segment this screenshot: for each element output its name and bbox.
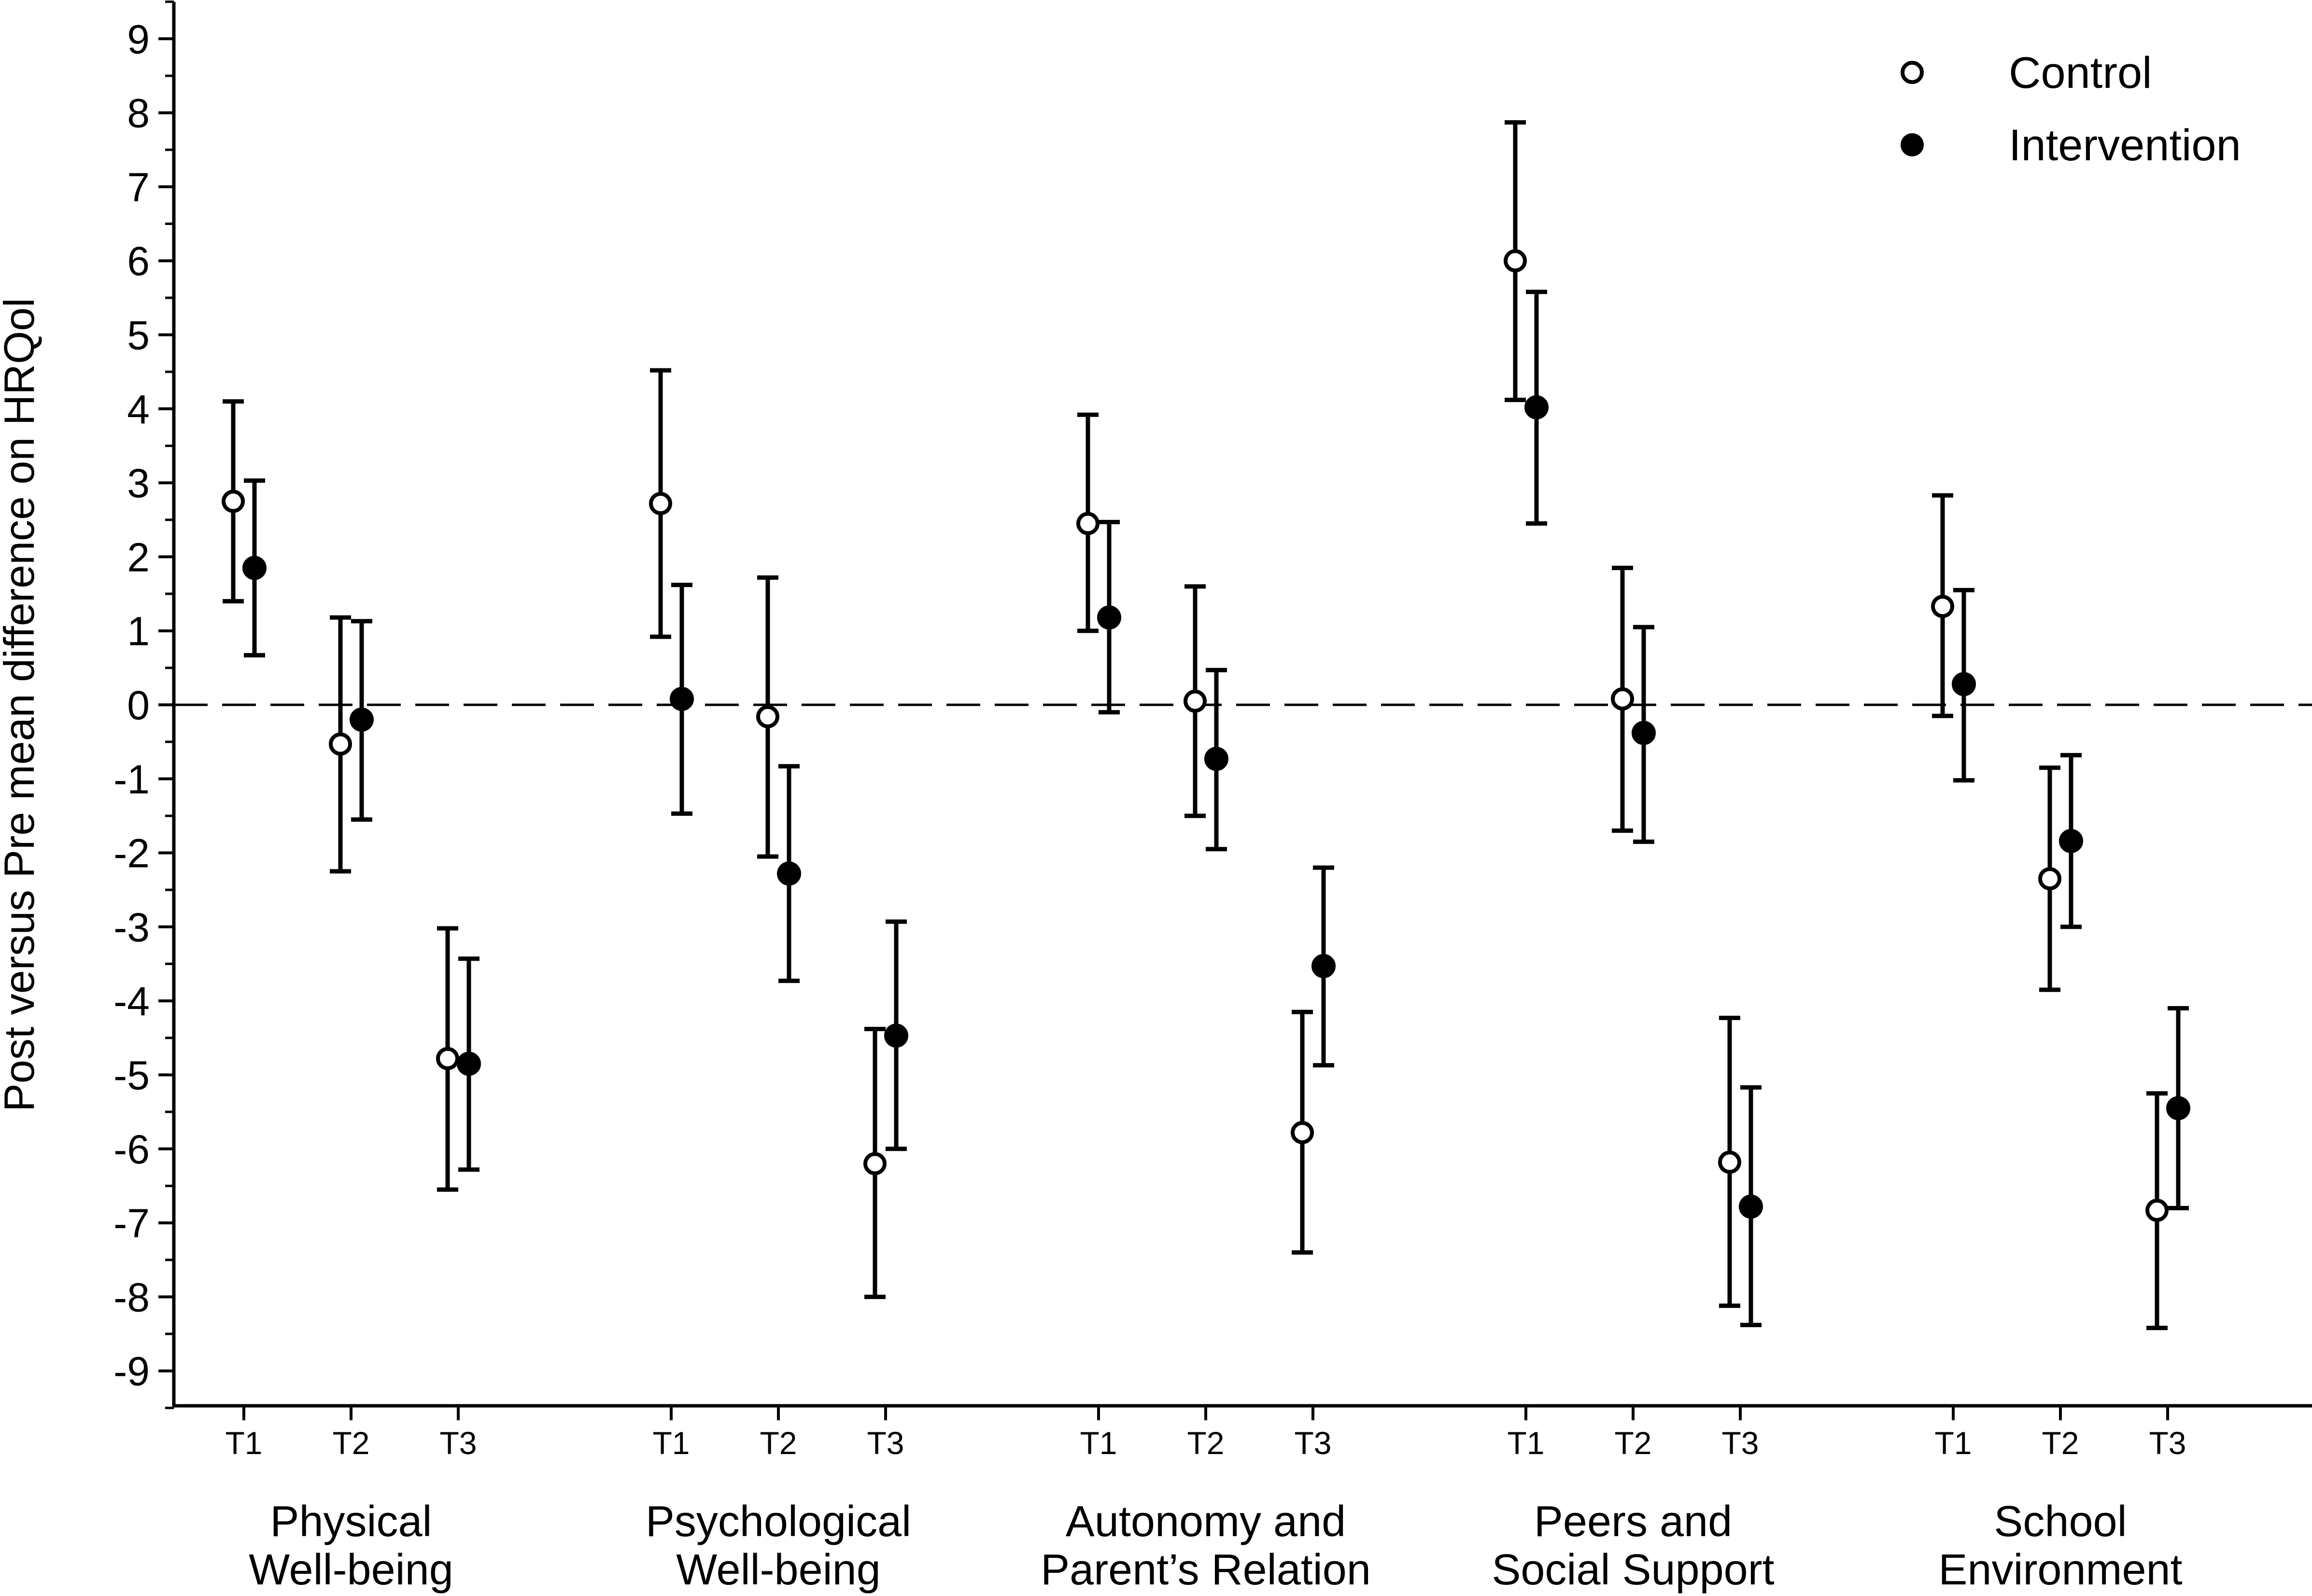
y-tick-label: 5 — [127, 313, 150, 358]
y-tick-label: 6 — [127, 238, 150, 284]
control-point — [863, 1152, 887, 1176]
control-point — [329, 732, 352, 756]
intervention-point — [350, 707, 374, 732]
y-tick-label: -4 — [113, 979, 150, 1024]
time-label: T2 — [332, 1425, 369, 1461]
y-tick-label: 9 — [127, 16, 150, 62]
legend-label-control: Control — [2009, 48, 2152, 98]
group-label-line: Social Support — [1492, 1546, 1774, 1594]
intervention-point — [2166, 1096, 2190, 1120]
y-tick-label: 1 — [127, 609, 150, 654]
time-label: T1 — [1080, 1425, 1117, 1461]
intervention-point — [670, 686, 694, 711]
intervention-point — [242, 556, 267, 580]
y-tick-label: 3 — [127, 461, 150, 506]
time-label: T1 — [225, 1425, 262, 1461]
legend-label-intervention: Intervention — [2009, 121, 2241, 170]
group-label-line: Peers and — [1534, 1498, 1732, 1546]
y-axis-label: Post versus Pre mean difference on HRQol — [0, 298, 43, 1112]
time-label: T1 — [1934, 1425, 1972, 1461]
intervention-point — [1311, 954, 1336, 979]
intervention-point — [1739, 1194, 1763, 1219]
y-tick-label: -1 — [113, 756, 150, 802]
time-label: T3 — [2149, 1425, 2186, 1461]
time-label: T3 — [439, 1425, 477, 1461]
group-label-line: School — [1994, 1498, 2127, 1546]
y-tick-label: -2 — [113, 831, 150, 876]
control-point — [2038, 867, 2061, 891]
y-tick-label: -5 — [113, 1053, 150, 1098]
legend-marker-control — [1901, 61, 1924, 84]
intervention-point — [1524, 395, 1549, 420]
y-tick-label: 7 — [127, 165, 150, 210]
control-point — [436, 1047, 459, 1070]
y-tick-label: -8 — [113, 1274, 150, 1320]
group-label-line: Well-being — [676, 1546, 881, 1594]
control-point — [222, 490, 245, 513]
control-point — [1076, 512, 1100, 535]
time-label: T3 — [1721, 1425, 1759, 1461]
control-point — [1291, 1121, 1314, 1145]
y-tick-label: 4 — [127, 387, 150, 432]
control-point — [1931, 595, 1954, 618]
control-point — [1184, 689, 1207, 713]
group-label-line: Physical — [270, 1498, 432, 1546]
control-point — [2145, 1199, 2169, 1222]
intervention-point — [1952, 672, 1976, 697]
control-point — [1611, 687, 1634, 711]
legend: Control Intervention — [1901, 48, 2241, 170]
control-point — [756, 705, 779, 728]
time-label: T3 — [1294, 1425, 1331, 1461]
group-label-line: Parent’s Relation — [1041, 1546, 1371, 1594]
group-label-line: Well-being — [249, 1546, 453, 1594]
axes: -9 -8 -7 -6 -5 -4 -3 -2 -1 0 1 2 3 4 5 6 7 8 9 — [113, 0, 2312, 1420]
control-point — [1718, 1150, 1741, 1174]
legend-marker-intervention — [1901, 133, 1924, 156]
intervention-point — [884, 1023, 908, 1048]
control-point — [649, 492, 672, 516]
time-label: T1 — [652, 1425, 690, 1461]
time-label: T2 — [1187, 1425, 1224, 1461]
intervention-point — [457, 1051, 481, 1076]
y-tick-label: 8 — [127, 91, 150, 136]
intervention-point — [1204, 746, 1228, 771]
time-label: T1 — [1507, 1425, 1544, 1461]
intervention-point — [1632, 721, 1656, 745]
group-label-line: Psychological — [646, 1498, 911, 1546]
time-label: T2 — [1614, 1425, 1651, 1461]
intervention-point — [1097, 605, 1121, 630]
y-tick-label: 2 — [127, 534, 150, 580]
data-marks — [222, 120, 2190, 1330]
y-tick-label: -6 — [113, 1127, 150, 1172]
time-label: T3 — [867, 1425, 904, 1461]
group-label-line: Autonomy and — [1066, 1498, 1346, 1546]
group-label-line: Environment — [1938, 1546, 2182, 1594]
y-tick-label: -7 — [113, 1201, 150, 1246]
time-label: T2 — [760, 1425, 797, 1461]
y-tick-label: -3 — [113, 905, 150, 950]
time-label: T2 — [2042, 1425, 2079, 1461]
y-tick-label: 0 — [127, 683, 150, 728]
y-tick-label: -9 — [113, 1349, 150, 1394]
intervention-point — [2059, 829, 2083, 854]
control-point — [1504, 249, 1527, 273]
intervention-point — [777, 861, 801, 886]
